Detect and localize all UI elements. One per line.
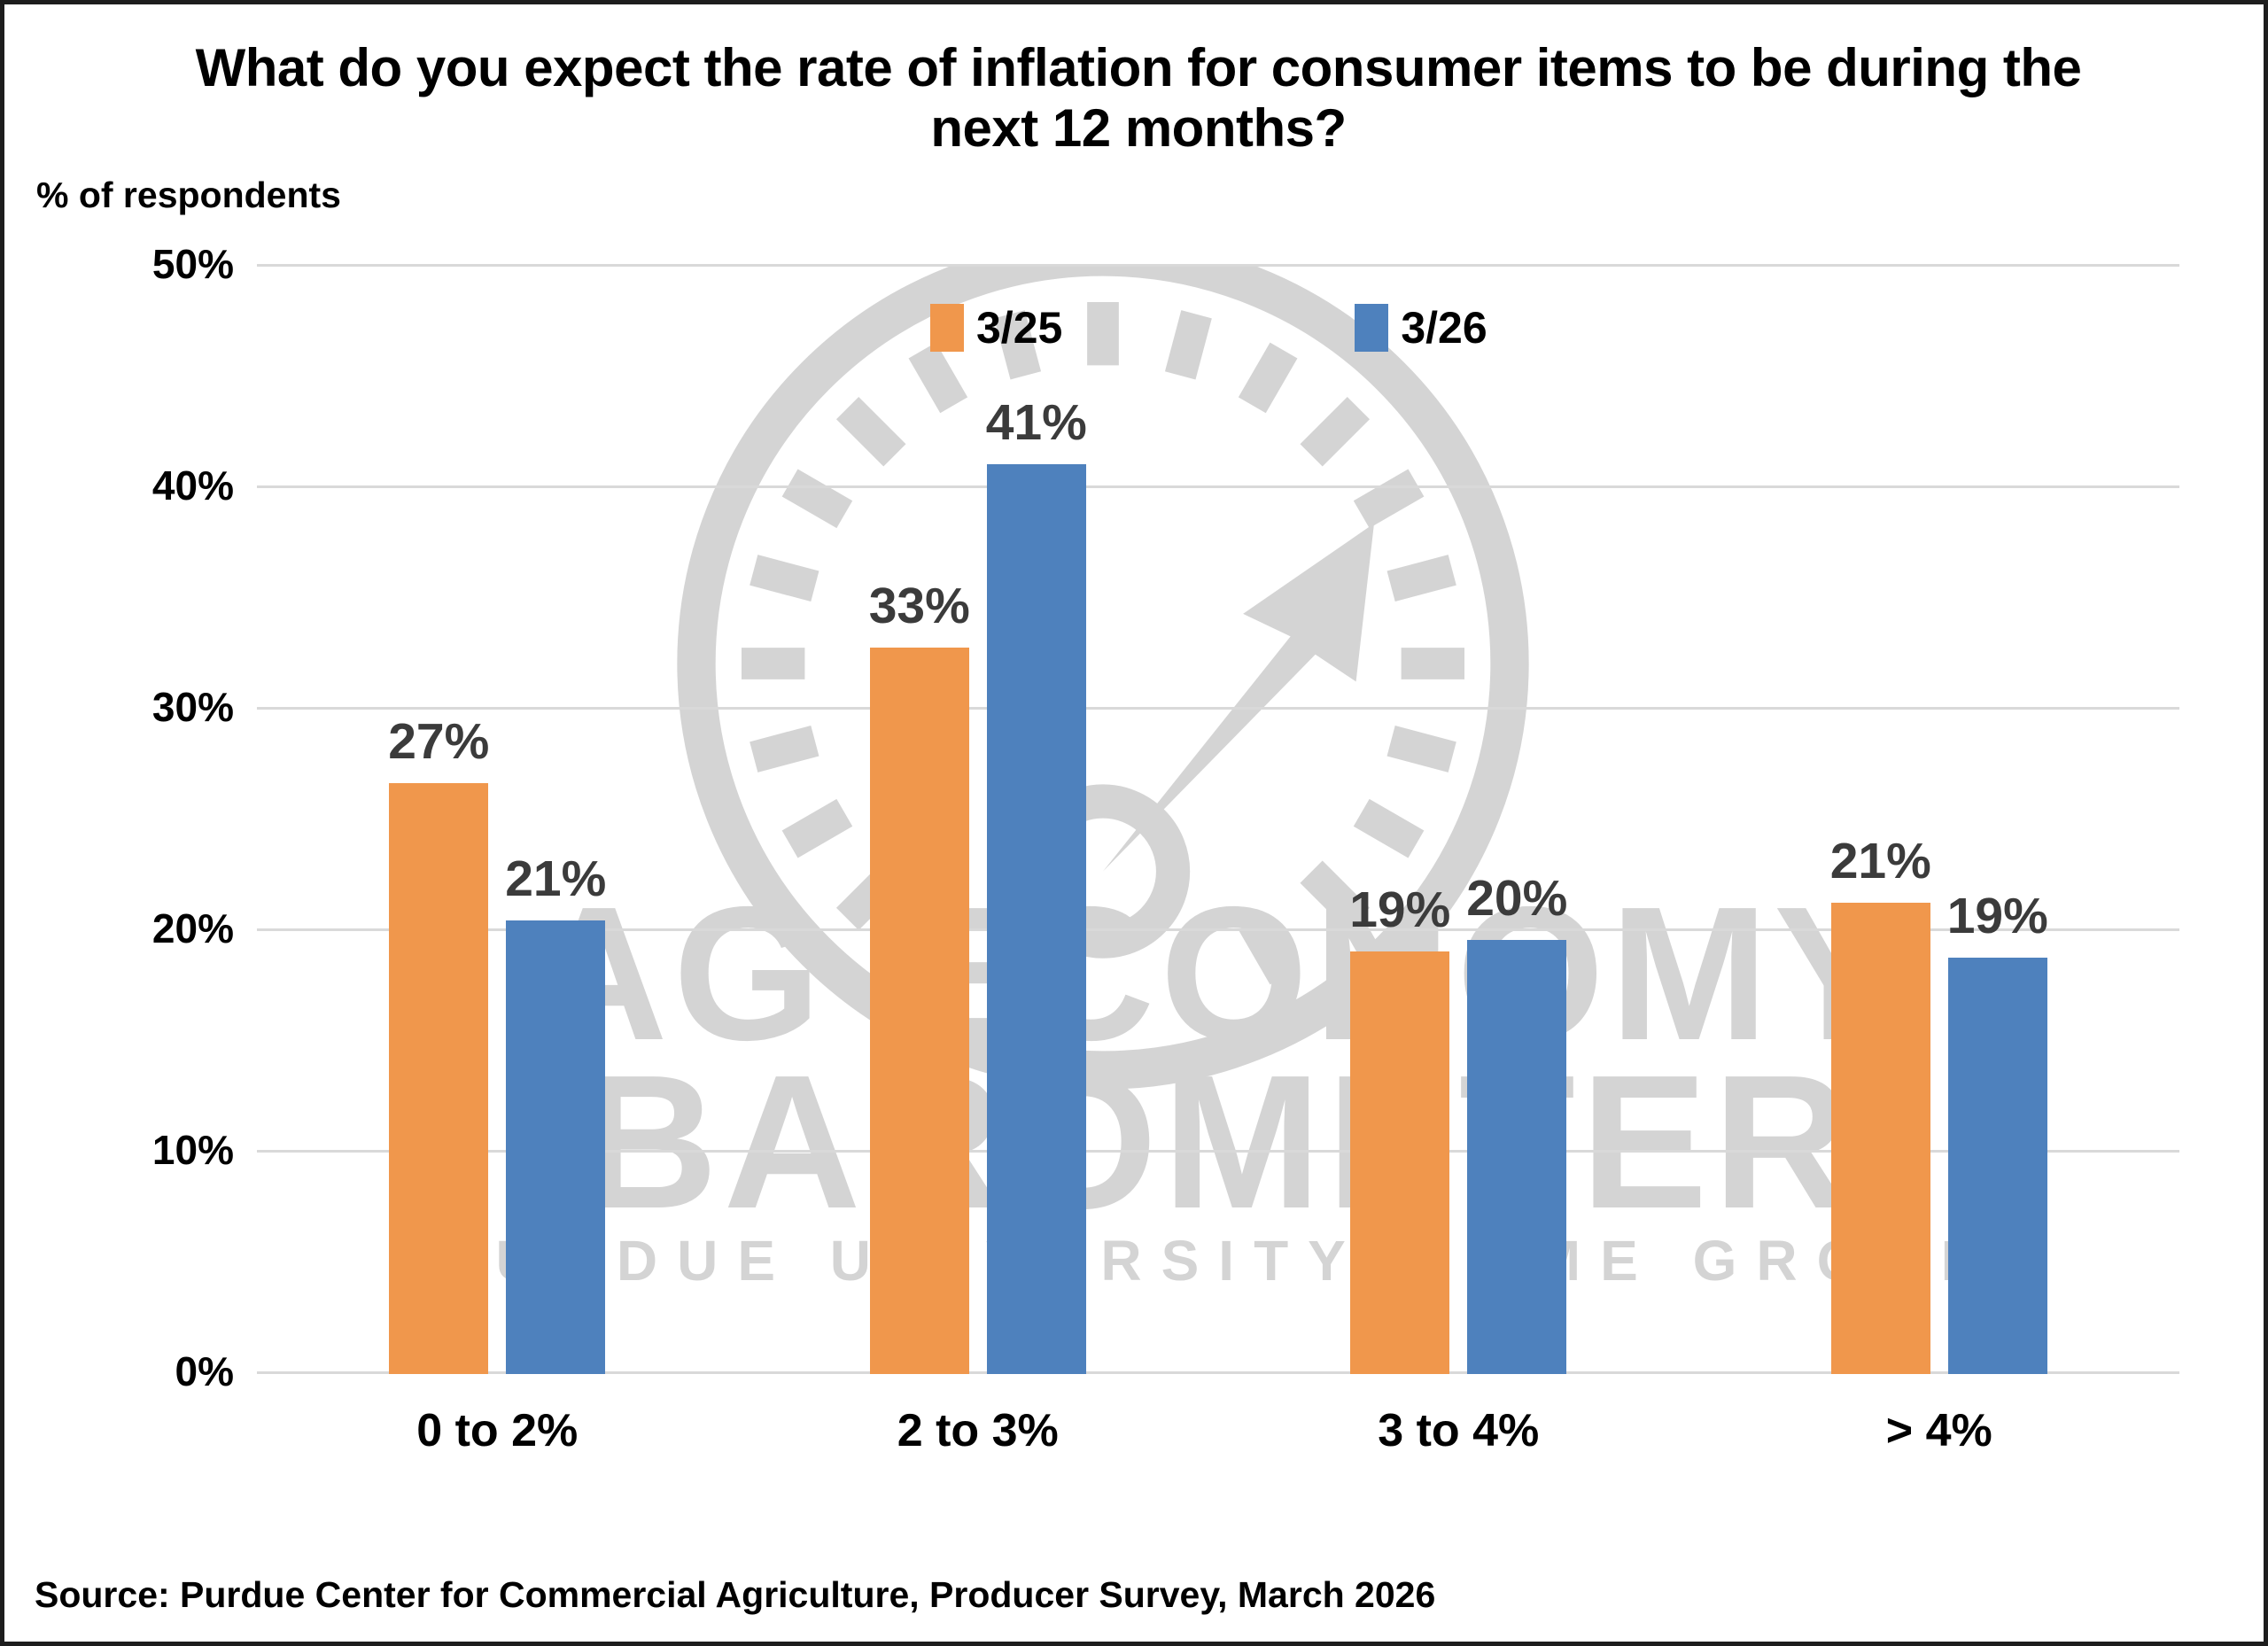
y-axis-label: % of respondents xyxy=(36,175,341,215)
legend-item-3-26[interactable]: 3/26 xyxy=(1355,304,1487,352)
gridline: 30% xyxy=(152,684,2179,730)
bar-value-label: 21% xyxy=(505,850,607,907)
bar-value-label: 21% xyxy=(1829,832,1931,889)
bar-3-26[interactable]: 19% xyxy=(1947,888,2048,1374)
x-axis-labels: 0 to 2% 2 to 3% 3 to 4% > 4% xyxy=(257,1404,2179,1457)
y-axis-tick-label: 10% xyxy=(151,1127,234,1173)
gridline: 10% xyxy=(152,1127,2179,1173)
page-title: What do you expect the rate of inflation… xyxy=(195,38,2082,158)
bar-3-26[interactable]: 21% xyxy=(505,850,606,1374)
bar-value-label: 19% xyxy=(1946,888,2048,944)
bar-3-25[interactable]: 27% xyxy=(388,713,489,1374)
bar-value-label: 27% xyxy=(388,712,490,770)
legend-label: 3/25 xyxy=(976,303,1063,353)
y-axis-tick-label: 20% xyxy=(151,905,234,951)
bar-group: 19% 20% xyxy=(1218,267,1699,1374)
bar-value-label: 33% xyxy=(868,578,970,634)
gridline: 50% xyxy=(152,241,2179,287)
gridline: 20% xyxy=(152,905,2179,951)
gridline: 40% xyxy=(152,462,2179,509)
y-axis-tick-label: 0% xyxy=(175,1348,234,1394)
y-axis-tick-label: 40% xyxy=(151,462,234,509)
bar-3-25[interactable]: 33% xyxy=(869,578,970,1374)
gridline: 0% xyxy=(175,1348,2179,1394)
legend-item-3-25[interactable]: 3/25 xyxy=(930,304,1062,352)
bar-group: 21% 19% xyxy=(1699,267,2180,1374)
x-axis-category-label: 3 to 4% xyxy=(1378,1405,1540,1456)
source-note: Source: Purdue Center for Commercial Agr… xyxy=(35,1574,1436,1615)
legend-label: 3/26 xyxy=(1401,303,1487,353)
y-axis-tick-label: 50% xyxy=(151,241,234,287)
bar-3-26[interactable]: 20% xyxy=(1466,870,1567,1374)
legend-swatch-icon xyxy=(1355,304,1389,352)
chart-legend: 3/25 3/26 xyxy=(930,304,1487,352)
bar-3-26[interactable]: 41% xyxy=(986,394,1087,1374)
x-axis-category-label: > 4% xyxy=(1885,1405,1992,1456)
legend-swatch-icon xyxy=(930,304,964,352)
x-axis-category-label: 2 to 3% xyxy=(897,1405,1059,1456)
bar-value-label: 19% xyxy=(1349,881,1451,938)
bar-group: 33% 41% xyxy=(738,267,1219,1374)
bar-value-label: 41% xyxy=(985,393,1087,451)
bar-3-25[interactable]: 21% xyxy=(1830,833,1931,1374)
plot-area: AG ECONOMY BAROMETER PURDUE UNIVERSITY ·… xyxy=(152,241,2179,1394)
y-axis-tick-label: 30% xyxy=(151,684,234,730)
x-axis-category-label: 0 to 2% xyxy=(416,1405,579,1456)
bar-3-25[interactable]: 19% xyxy=(1349,881,1450,1374)
bar-value-label: 20% xyxy=(1466,870,1568,927)
bar-group: 27% 21% xyxy=(257,267,738,1374)
bar-groups: 27% 21% 33% 41% 19% 20% 21% 19% xyxy=(257,267,2179,1374)
